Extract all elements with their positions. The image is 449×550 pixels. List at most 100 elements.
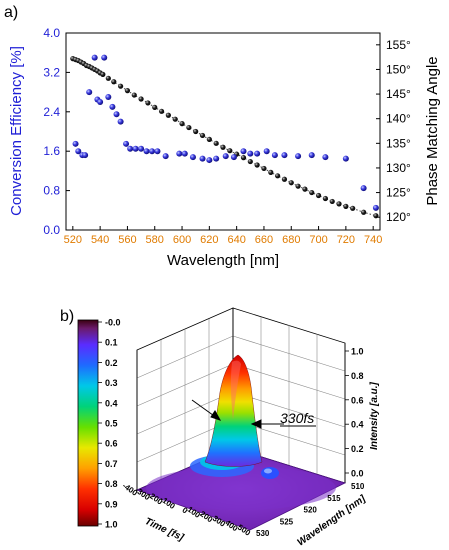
efficiency-point xyxy=(263,148,270,155)
angle-point xyxy=(220,144,226,150)
efficiency-point xyxy=(342,155,349,162)
efficiency-point xyxy=(117,118,124,125)
angle-point xyxy=(240,155,247,161)
colorbar-tick-label: 0.4 xyxy=(105,398,118,408)
efficiency-point xyxy=(123,140,130,147)
x-tick-label: 580 xyxy=(146,234,164,246)
efficiency-point xyxy=(101,54,108,61)
colorbar-tick-label: 0.3 xyxy=(105,378,118,388)
angle-point xyxy=(172,116,178,122)
angle-point xyxy=(105,75,111,81)
efficiency-point xyxy=(271,152,278,159)
angle-point xyxy=(100,71,106,77)
x-tick-label: 720 xyxy=(337,234,355,246)
efficiency-point xyxy=(113,111,120,118)
efficiency-point xyxy=(86,89,93,96)
panel-label-a: a) xyxy=(4,4,18,21)
peak-highlight xyxy=(230,360,241,420)
right-axis-ticks: 120° 125° 130° 135° 140° 145° 150° 155° xyxy=(376,38,411,224)
left-tick-label: 2.4 xyxy=(43,105,60,119)
efficiency-series xyxy=(72,54,379,211)
angle-point xyxy=(118,83,124,89)
efficiency-point xyxy=(154,148,161,155)
x-axis-label-b: Time [fs] xyxy=(143,516,186,544)
angle-point xyxy=(213,140,219,146)
colorbar-tick-label: 0.2 xyxy=(105,358,118,368)
efficiency-point xyxy=(247,150,254,157)
colorbar xyxy=(77,319,99,527)
z-tick-label: 0.8 xyxy=(351,371,364,381)
fwhm-annotation xyxy=(191,399,284,429)
colorbar-tick-label: 0.5 xyxy=(105,419,118,429)
efficiency-point xyxy=(189,154,196,161)
angle-point xyxy=(281,176,288,182)
colorbar-ticks: -0.0 0.1 0.2 0.3 0.4 0.5 0.6 0.7 0.8 0.9 1.0 xyxy=(98,318,121,530)
panel-label-b: b) xyxy=(60,308,74,325)
colorbar-tick-label: 0.1 xyxy=(105,338,118,348)
efficiency-point xyxy=(91,54,98,61)
left-axis-label: Conversion Efficiency [%] xyxy=(8,46,25,216)
x-tick-label: 660 xyxy=(255,234,273,246)
intensity-axis-ticks: 0.0 0.2 0.4 0.6 0.8 1.0 xyxy=(345,347,364,479)
angle-point xyxy=(268,169,274,175)
efficiency-point xyxy=(295,153,302,160)
angle-point xyxy=(152,104,158,110)
z-tick-label: 1.0 xyxy=(351,347,364,357)
z-tick-label: 0.6 xyxy=(351,395,364,405)
right-tick-label: 135° xyxy=(386,136,411,150)
x-tick-label: 700 xyxy=(309,234,327,246)
efficiency-point xyxy=(149,148,156,155)
colorbar-tick-label: 0.6 xyxy=(105,439,118,449)
efficiency-point xyxy=(254,150,261,157)
time-tick-label: 0 xyxy=(180,505,189,515)
wavelength-tick-label: 510 xyxy=(351,482,365,491)
x-tick-label: 520 xyxy=(64,234,82,246)
angle-point xyxy=(275,173,281,179)
efficiency-point xyxy=(97,98,104,105)
efficiency-point xyxy=(75,148,82,155)
efficiency-point xyxy=(162,153,169,160)
surface-box xyxy=(136,307,346,491)
angle-point xyxy=(158,108,165,114)
efficiency-point xyxy=(138,145,145,152)
efficiency-point xyxy=(127,145,134,152)
colorbar-tick-label: 0.7 xyxy=(105,459,118,469)
colorbar-tick-label: 1.0 xyxy=(105,520,118,530)
right-axis-label: Phase Matching Angle xyxy=(424,56,441,205)
x-tick-label: 740 xyxy=(364,234,382,246)
x-axis-ticks-a: 520 540 560 580 600 620 640 660 680 700 720 740 xyxy=(64,226,382,246)
x-tick-label: 640 xyxy=(227,234,245,246)
efficiency-point xyxy=(82,152,89,159)
right-tick-label: 130° xyxy=(386,161,411,175)
angle-point xyxy=(295,183,301,189)
efficiency-point xyxy=(199,155,206,162)
z-axis-label-b: Intensity [a.u.] xyxy=(369,381,380,449)
angle-series xyxy=(70,56,379,219)
angle-point xyxy=(315,192,322,199)
x-tick-label: 680 xyxy=(282,234,300,246)
angle-point xyxy=(193,128,199,135)
z-tick-label: 0.4 xyxy=(351,420,364,430)
x-tick-label: 560 xyxy=(118,234,136,246)
panel-a: a) 520 540 560 580 600 620 640 660 680 700 720 740 … xyxy=(4,4,441,269)
panel-b: b) -0.0 0.1 0.2 0.3 0.4 0.5 0.6 0.7 0.8 0.9 1.0 xyxy=(60,307,380,549)
left-axis-ticks: 0.0 0.8 1.6 2.4 3.2 4.0 xyxy=(43,26,70,237)
efficiency-point xyxy=(132,145,139,152)
efficiency-point xyxy=(360,185,367,192)
right-tick-label: 145° xyxy=(386,87,411,101)
left-tick-label: 0.0 xyxy=(43,223,60,237)
surface-noise xyxy=(146,466,336,510)
secondary-peak-highlight xyxy=(264,468,272,474)
efficiency-point xyxy=(308,152,315,159)
angle-point xyxy=(179,121,185,127)
angle-point xyxy=(227,148,233,154)
wavelength-tick-label: 525 xyxy=(280,517,294,526)
x-axis-label-a: Wavelength [nm] xyxy=(167,252,279,269)
efficiency-point xyxy=(281,152,288,159)
angle-point xyxy=(206,136,212,142)
right-tick-label: 150° xyxy=(386,62,411,76)
angle-point xyxy=(131,92,137,98)
wavelength-tick-label: 530 xyxy=(256,529,270,538)
right-tick-label: 120° xyxy=(386,210,411,224)
z-tick-label: 0.2 xyxy=(351,444,364,454)
